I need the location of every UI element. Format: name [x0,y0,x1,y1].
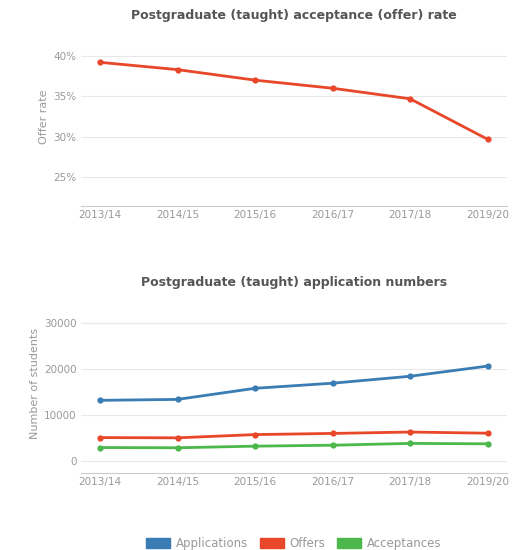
Offers [407,429,413,436]
Legend: Applications, Offers, Acceptances: Applications, Offers, Acceptances [141,532,446,550]
Applications [407,373,413,380]
Applications [252,385,258,392]
Applications [97,397,103,404]
Acceptances [407,440,413,447]
Offers [97,434,103,441]
Acceptances [252,443,258,449]
Applications [485,363,491,370]
Acceptances [330,442,336,449]
Acceptances [97,444,103,451]
Acceptances [174,444,180,451]
Y-axis label: Offer rate: Offer rate [39,89,49,144]
Applications [330,380,336,387]
Line: Applications: Applications [97,363,491,404]
Offers [252,431,258,438]
Title: Postgraduate (taught) acceptance (offer) rate: Postgraduate (taught) acceptance (offer)… [131,9,457,22]
Offers [174,434,180,441]
Offers [330,430,336,437]
Acceptances [485,441,491,447]
Line: Acceptances: Acceptances [97,440,491,451]
Line: Offers: Offers [97,429,491,441]
Applications [174,396,180,403]
Y-axis label: Number of students: Number of students [30,328,40,439]
Title: Postgraduate (taught) application numbers: Postgraduate (taught) application number… [141,277,447,289]
Offers [485,430,491,437]
